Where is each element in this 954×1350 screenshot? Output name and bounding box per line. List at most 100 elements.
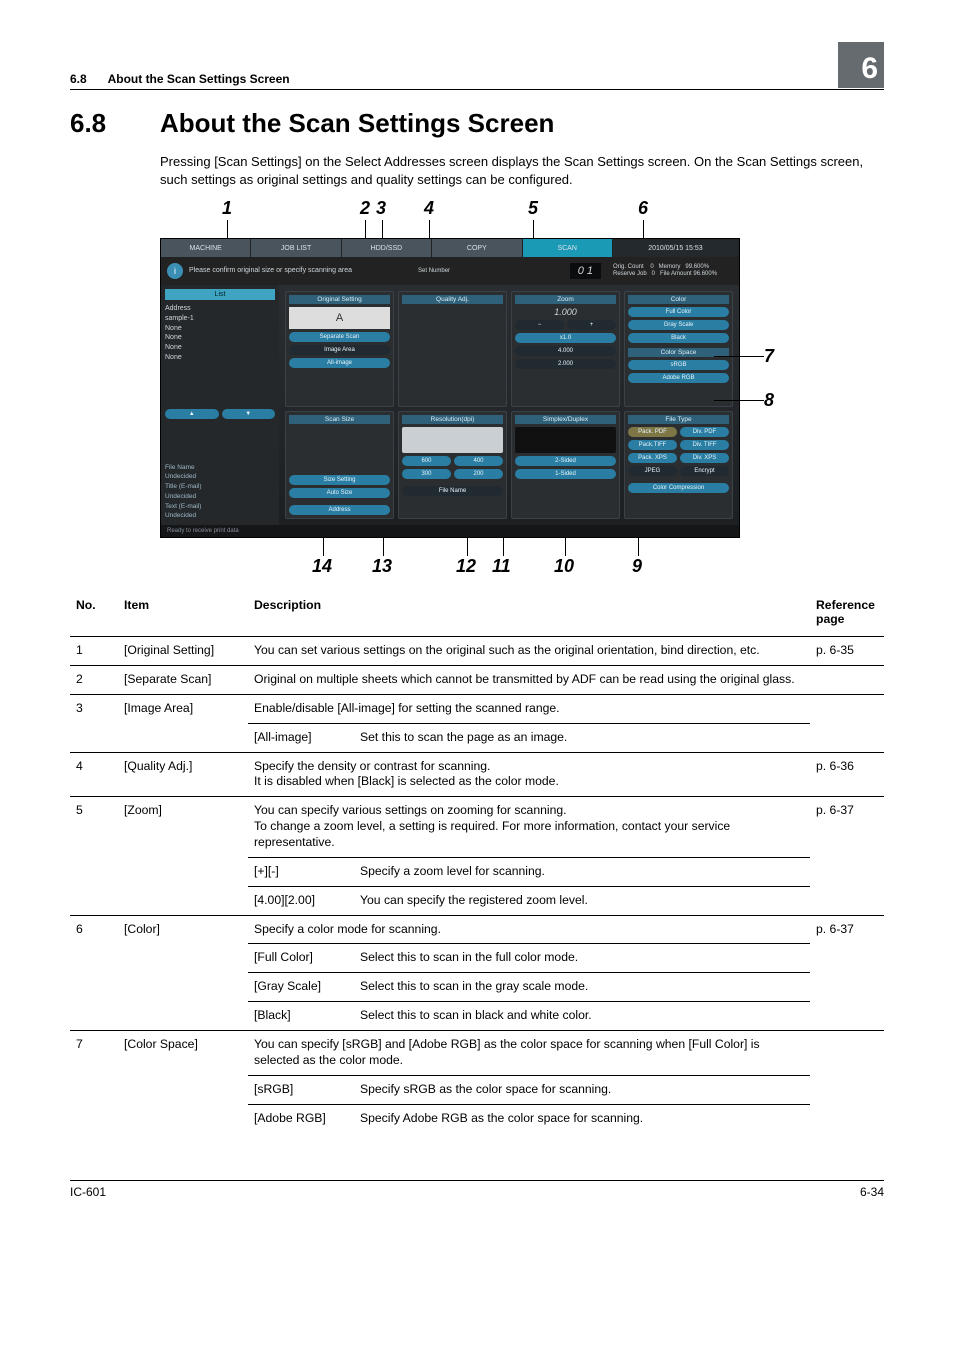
th-desc: Description	[248, 592, 810, 637]
table-cell-desc: You can set various settings on the orig…	[248, 637, 810, 666]
address-2: None	[165, 333, 275, 343]
duplex-preview-icon	[515, 427, 616, 453]
address-0[interactable]: sample-1	[165, 314, 275, 324]
table-cell-ref: p. 6-37	[810, 915, 884, 1030]
table-cell-no: 1	[70, 637, 118, 666]
table-cell-item: [Separate Scan]	[118, 665, 248, 694]
panel-duplex: Simplex/Duplex 2-Sided 1-Sided	[511, 411, 620, 520]
up-arrow-button[interactable]: ▲	[165, 409, 219, 419]
table-subitem: [Gray Scale]	[248, 973, 354, 1002]
table-cell-item: [Original Setting]	[118, 637, 248, 666]
panel-quality-header[interactable]: Quality Adj.	[402, 295, 503, 304]
panel-file-type: File Type Pack. PDFDiv. PDF Pack.TIFFDiv…	[624, 411, 733, 520]
table-cell-no: 6	[70, 915, 118, 1030]
footer-left: IC-601	[70, 1185, 106, 1199]
div-pdf-button[interactable]: Div. PDF	[680, 427, 729, 437]
color-compression-button[interactable]: Color Compression	[628, 483, 729, 493]
zoom-preset-4[interactable]: 4.000	[515, 346, 616, 356]
table-subitem: [Adobe RGB]	[248, 1104, 354, 1132]
separate-scan-button[interactable]: Separate Scan	[289, 332, 390, 342]
ss-info-bar: i Please confirm original size or specif…	[161, 257, 739, 285]
panel-filetype-header: File Type	[628, 415, 729, 424]
adobe-rgb-button[interactable]: Adobe RGB	[628, 373, 729, 383]
zoom-preset-2[interactable]: 2.000	[515, 359, 616, 369]
footer-right: 6-34	[860, 1185, 884, 1199]
panel-resolution-header: Resolution(dpi)	[402, 415, 503, 424]
address-button[interactable]: Address	[289, 505, 390, 515]
zoom-x1-button[interactable]: x1.0	[515, 333, 616, 343]
file-name-label: File Name	[165, 463, 275, 473]
chapter-number-box: 6	[838, 42, 884, 88]
callout-5: 5	[528, 198, 538, 219]
panel-scan-size: Scan Size Size Setting Auto Size Address	[285, 411, 394, 520]
encrypt-button[interactable]: Encrypt	[680, 466, 729, 476]
jpeg-button[interactable]: JPEG	[628, 466, 677, 476]
tab-scan[interactable]: SCAN	[523, 239, 613, 257]
tab-machine[interactable]: MACHINE	[161, 239, 251, 257]
table-cell-item: [Zoom]	[118, 797, 248, 915]
two-sided-button[interactable]: 2-Sided	[515, 456, 616, 466]
list-button[interactable]: List	[165, 289, 275, 300]
table-cell-desc: You can specify various settings on zoom…	[248, 797, 810, 858]
table-cell-desc: Enable/disable [All-image] for setting t…	[248, 694, 810, 723]
table-subitem: [Full Color]	[248, 944, 354, 973]
callout-13: 13	[372, 556, 392, 577]
black-button[interactable]: Black	[628, 333, 729, 343]
file-name-button[interactable]: File Name	[402, 486, 503, 496]
table-cell-ref	[810, 694, 884, 752]
res-400-button[interactable]: 400	[454, 456, 503, 466]
address-list: Address sample-1 None None None None	[165, 304, 275, 363]
auto-size-button[interactable]: Auto Size	[289, 488, 390, 498]
zoom-value: 1.000	[515, 307, 616, 317]
table-subdesc: Select this to scan in the full color mo…	[354, 944, 810, 973]
address-3: None	[165, 343, 275, 353]
gray-scale-button[interactable]: Gray Scale	[628, 320, 729, 330]
table-cell-ref	[810, 1030, 884, 1132]
zoom-minus-button[interactable]: −	[515, 320, 564, 330]
tab-copy[interactable]: COPY	[432, 239, 522, 257]
down-arrow-button[interactable]: ▼	[222, 409, 276, 419]
table-cell-no: 5	[70, 797, 118, 915]
full-color-button[interactable]: Full Color	[628, 307, 729, 317]
table-subdesc: Specify sRGB as the color space for scan…	[354, 1075, 810, 1104]
res-200-button[interactable]: 200	[454, 469, 503, 479]
section-title: 6.8 About the Scan Settings Screen	[70, 108, 884, 139]
table-cell-item: [Color Space]	[118, 1030, 248, 1132]
ss-sidebar: List Address sample-1 None None None Non…	[161, 285, 279, 525]
th-item: Item	[118, 592, 248, 637]
table-cell-no: 7	[70, 1030, 118, 1132]
pack-tiff-button[interactable]: Pack.TIFF	[628, 440, 677, 450]
panel-color-header: Color	[628, 295, 729, 304]
panel-original-setting: Original Setting A Separate Scan Image A…	[285, 291, 394, 407]
intro-paragraph: Pressing [Scan Settings] on the Select A…	[160, 153, 884, 188]
div-xps-button[interactable]: Div. XPS	[680, 453, 729, 463]
panel-duplex-header: Simplex/Duplex	[515, 415, 616, 424]
size-setting-button[interactable]: Size Setting	[289, 475, 390, 485]
page-header: 6.8 About the Scan Settings Screen 6	[70, 40, 884, 90]
callout-1: 1	[222, 198, 232, 219]
callouts-bottom: 14 13 12 11 10 9	[160, 538, 800, 578]
div-tiff-button[interactable]: Div. TIFF	[680, 440, 729, 450]
res-600-button[interactable]: 600	[402, 456, 451, 466]
section-number: 6.8	[70, 108, 160, 139]
res-300-button[interactable]: 300	[402, 469, 451, 479]
table-cell-desc: Specify a color mode for scanning.	[248, 915, 810, 944]
all-image-button[interactable]: All-image	[289, 358, 390, 368]
image-area-button[interactable]: Image Area	[289, 345, 390, 355]
th-ref: Reference page	[810, 592, 884, 637]
one-sided-button[interactable]: 1-Sided	[515, 469, 616, 479]
zoom-plus-button[interactable]: +	[567, 320, 616, 330]
tab-joblist[interactable]: JOB LIST	[251, 239, 341, 257]
resolution-preview-icon	[402, 427, 503, 453]
status-readout: Orig. Count 0 Memory 99.600% Reserve Job…	[613, 264, 733, 278]
ss-panels: Original Setting A Separate Scan Image A…	[279, 285, 739, 525]
pack-xps-button[interactable]: Pack. XPS	[628, 453, 677, 463]
callouts-top: 1 2 3 4 5 6	[160, 198, 800, 238]
table-subdesc: Select this to scan in the gray scale mo…	[354, 973, 810, 1002]
pack-pdf-button[interactable]: Pack. PDF	[628, 427, 677, 437]
srgb-button[interactable]: sRGB	[628, 360, 729, 370]
running-head-title: About the Scan Settings Screen	[108, 72, 290, 86]
callout-9: 9	[632, 556, 642, 577]
info-message: Please confirm original size or specify …	[189, 267, 352, 275]
tab-hdd[interactable]: HDD/SSD	[342, 239, 432, 257]
